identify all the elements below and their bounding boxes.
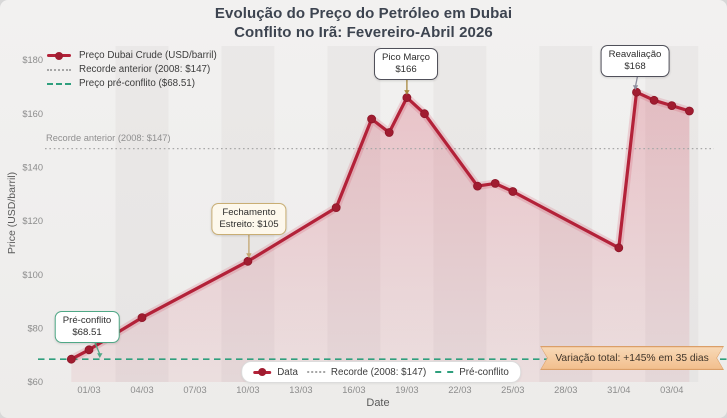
annotation-text: Fechamento [222, 207, 276, 218]
x-tick-label: 07/03 [183, 385, 206, 395]
dashed-line-swatch-icon [47, 82, 71, 85]
legend-item-preconflict: Preço pré-conflito ($68.51) [47, 77, 217, 90]
data-point [473, 181, 482, 191]
data-point [490, 178, 500, 188]
x-tick-label: 22/03 [448, 385, 471, 395]
legend-top: Preço Dubai Crude (USD/barril) Recorde a… [47, 49, 217, 90]
x-axis-title: Date [366, 397, 390, 409]
y-tick-label: $160 [22, 109, 43, 119]
annotation-arrowhead [246, 253, 252, 259]
y-tick-label: $120 [22, 216, 43, 226]
data-point [614, 243, 624, 253]
dashed-line-swatch-icon [435, 371, 454, 373]
chart-title-line2: Conflito no Irã: Fevereiro-Abril 2026 [234, 24, 493, 42]
annotation-fechamento: Fechamento Estreito: $105 [211, 203, 287, 235]
data-point [649, 95, 659, 105]
y-tick-label: $140 [22, 163, 43, 173]
x-tick-label: 04/03 [130, 385, 153, 395]
x-tick-label: 25/03 [501, 385, 524, 395]
data-point [367, 114, 377, 124]
annotation-arrowhead [404, 90, 410, 95]
legend-item-label: Preço Dubai Crude (USD/barril) [79, 50, 217, 61]
legend-bottom: Data Recorde (2008: $147) Pré-conflito [241, 361, 521, 383]
line-marker-swatch-icon [253, 368, 272, 376]
legend-item-recorde: Recorde (2008: $147) [306, 366, 427, 379]
y-tick-label: $80 [27, 324, 43, 334]
x-tick-label: 19/03 [395, 385, 418, 395]
data-point [420, 109, 429, 119]
annotation-pico-marco: Pico Março $166 [374, 48, 438, 80]
annotation-arrowhead [632, 85, 639, 90]
y-axis-title: Price (USD/barril) [6, 171, 18, 255]
y-tick-label: $180 [22, 55, 43, 65]
total-variation-banner: Variação total: +145% em 35 dias [540, 346, 724, 370]
annotation-value: $68.51 [72, 326, 102, 338]
dotted-line-swatch-icon [47, 68, 71, 71]
annotation-reavaliacao: Reavaliação $168 [600, 45, 670, 77]
annotation-text: Pré-conflito [62, 315, 112, 326]
annotation-text: Pico Março [382, 52, 430, 63]
legend-item-label: Recorde (2008: $147) [330, 366, 427, 378]
x-tick-label: 28/03 [554, 385, 577, 395]
legend-item-record: Recorde anterior (2008: $147) [47, 63, 217, 76]
area-fill [71, 92, 690, 382]
legend-item-label: Recorde anterior (2008: $147) [79, 64, 211, 75]
annotation-value: $168 [624, 60, 646, 72]
data-point [66, 354, 76, 364]
x-tick-label: 03/04 [660, 385, 683, 395]
data-point [667, 101, 677, 110]
x-tick-label: 10/03 [236, 385, 259, 395]
data-point [685, 106, 694, 116]
annotation-arrow [94, 341, 101, 355]
dotted-line-swatch-icon [306, 371, 325, 373]
data-point [243, 256, 253, 266]
annotation-arrowhead [97, 353, 103, 358]
y-tick-label: $100 [22, 270, 43, 280]
line-marker-swatch-icon [47, 51, 71, 60]
data-point [508, 187, 518, 196]
legend-item-label: Preço pré-conflito ($68.51) [79, 78, 195, 89]
data-point [632, 87, 641, 97]
x-tick-label: 13/03 [289, 385, 312, 395]
chart-title: Evolução do Preço do Petróleo em Dubai C… [0, 4, 727, 42]
banner-text: Variação total: +145% em 35 dias [555, 352, 709, 364]
legend-item-price: Preço Dubai Crude (USD/barril) [47, 49, 217, 62]
data-point [384, 128, 394, 137]
y-tick-label: $60 [27, 377, 43, 387]
data-point [84, 345, 94, 355]
legend-item-data: Data [253, 366, 298, 379]
data-point [137, 313, 147, 323]
legend-item-label: Data [277, 366, 298, 378]
annotation-text: Reavaliação [608, 49, 662, 60]
data-point [331, 203, 341, 213]
legend-item-preconflito: Pré-conflito [435, 366, 509, 379]
annotation-value: $166 [395, 63, 417, 75]
annotation-value: Estreito: $105 [219, 218, 279, 230]
x-tick-label: 16/03 [342, 385, 365, 395]
record-line-label: Recorde anterior (2008: $147) [46, 133, 171, 143]
x-tick-label: 01/03 [77, 385, 100, 395]
chart-title-line1: Evolução do Preço do Petróleo em Dubai [214, 5, 513, 22]
annotation-pre-conflito: Pré-conflito $68.51 [54, 311, 120, 343]
legend-item-label: Pré-conflito [459, 366, 509, 378]
banner-ribbon: Variação total: +145% em 35 dias [541, 347, 723, 369]
x-tick-label: 31/04 [607, 385, 630, 395]
